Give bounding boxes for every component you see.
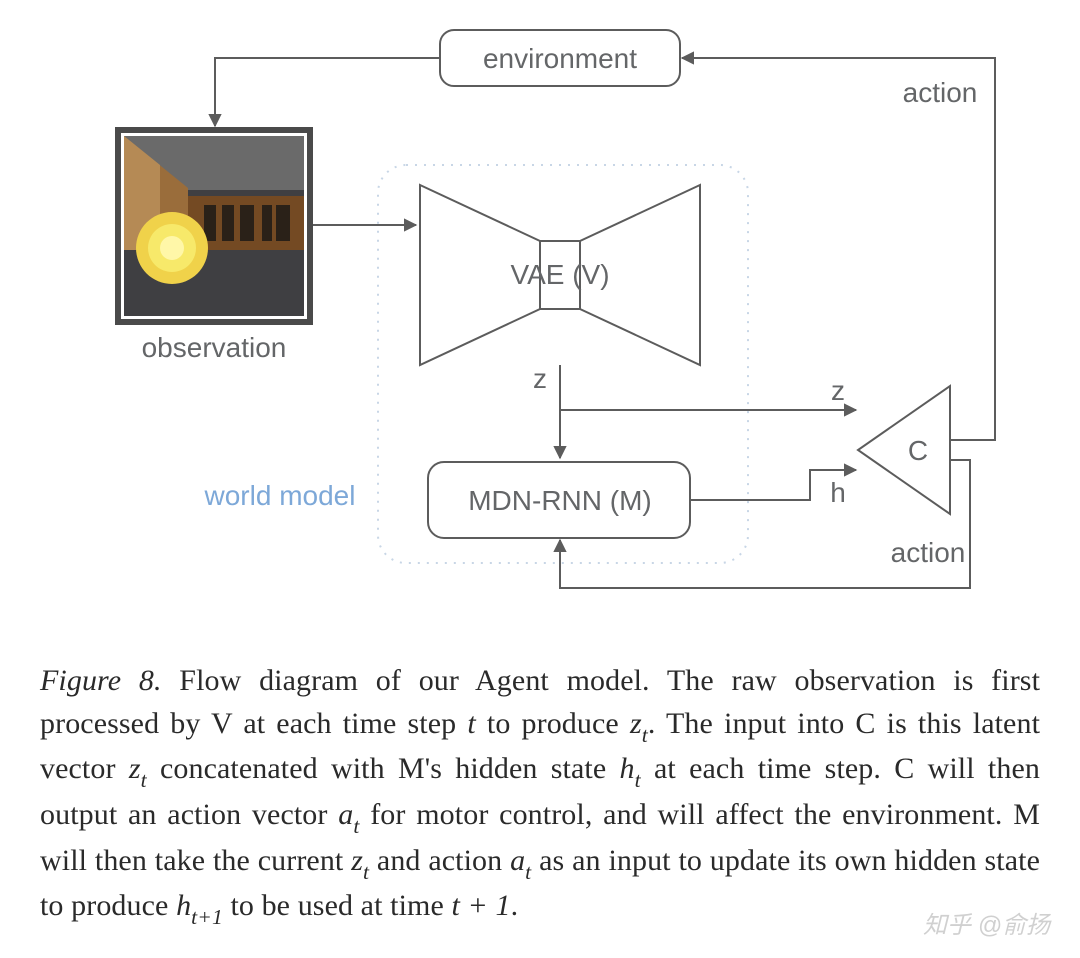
figure-number: Figure 8. [40, 664, 162, 697]
h-label: h [830, 477, 846, 508]
caption-p2: to produce [476, 707, 630, 740]
edge-env-to-obs [215, 58, 440, 126]
mdn-label: MDN-RNN (M) [468, 485, 652, 516]
caption-p9: to be used at time [223, 889, 452, 922]
var-zt-1: zt [630, 707, 648, 740]
z-label-right: z [831, 375, 845, 406]
var-t: t [467, 707, 475, 740]
action-label-bottom: action [891, 537, 966, 568]
var-zt-3: zt [351, 844, 369, 877]
vae-label: VAE (V) [510, 259, 609, 290]
agent-flow-diagram: environment action observation [0, 0, 1080, 640]
caption-p4: concatenated with M's hidden state [147, 752, 620, 785]
var-zt-2: zt [129, 752, 147, 785]
action-label-top: action [903, 77, 978, 108]
world-model-label: world model [204, 480, 356, 511]
figure-caption: Figure 8. Flow diagram of our Agent mode… [40, 660, 1040, 931]
var-at: at [338, 798, 359, 831]
var-ht: ht [620, 752, 641, 785]
environment-label: environment [483, 43, 637, 74]
controller-label: C [908, 435, 928, 466]
controller-node [858, 386, 950, 514]
z-label-left: z [533, 363, 547, 394]
caption-p10: . [511, 889, 519, 922]
caption-p7: and action [369, 844, 510, 877]
observation-image [118, 130, 310, 322]
var-at-2: at [510, 844, 531, 877]
observation-label: observation [142, 332, 287, 363]
var-ht1: ht+1 [176, 889, 223, 922]
watermark: 知乎 @俞扬 [923, 905, 1050, 940]
var-t1: t + 1 [451, 889, 510, 922]
